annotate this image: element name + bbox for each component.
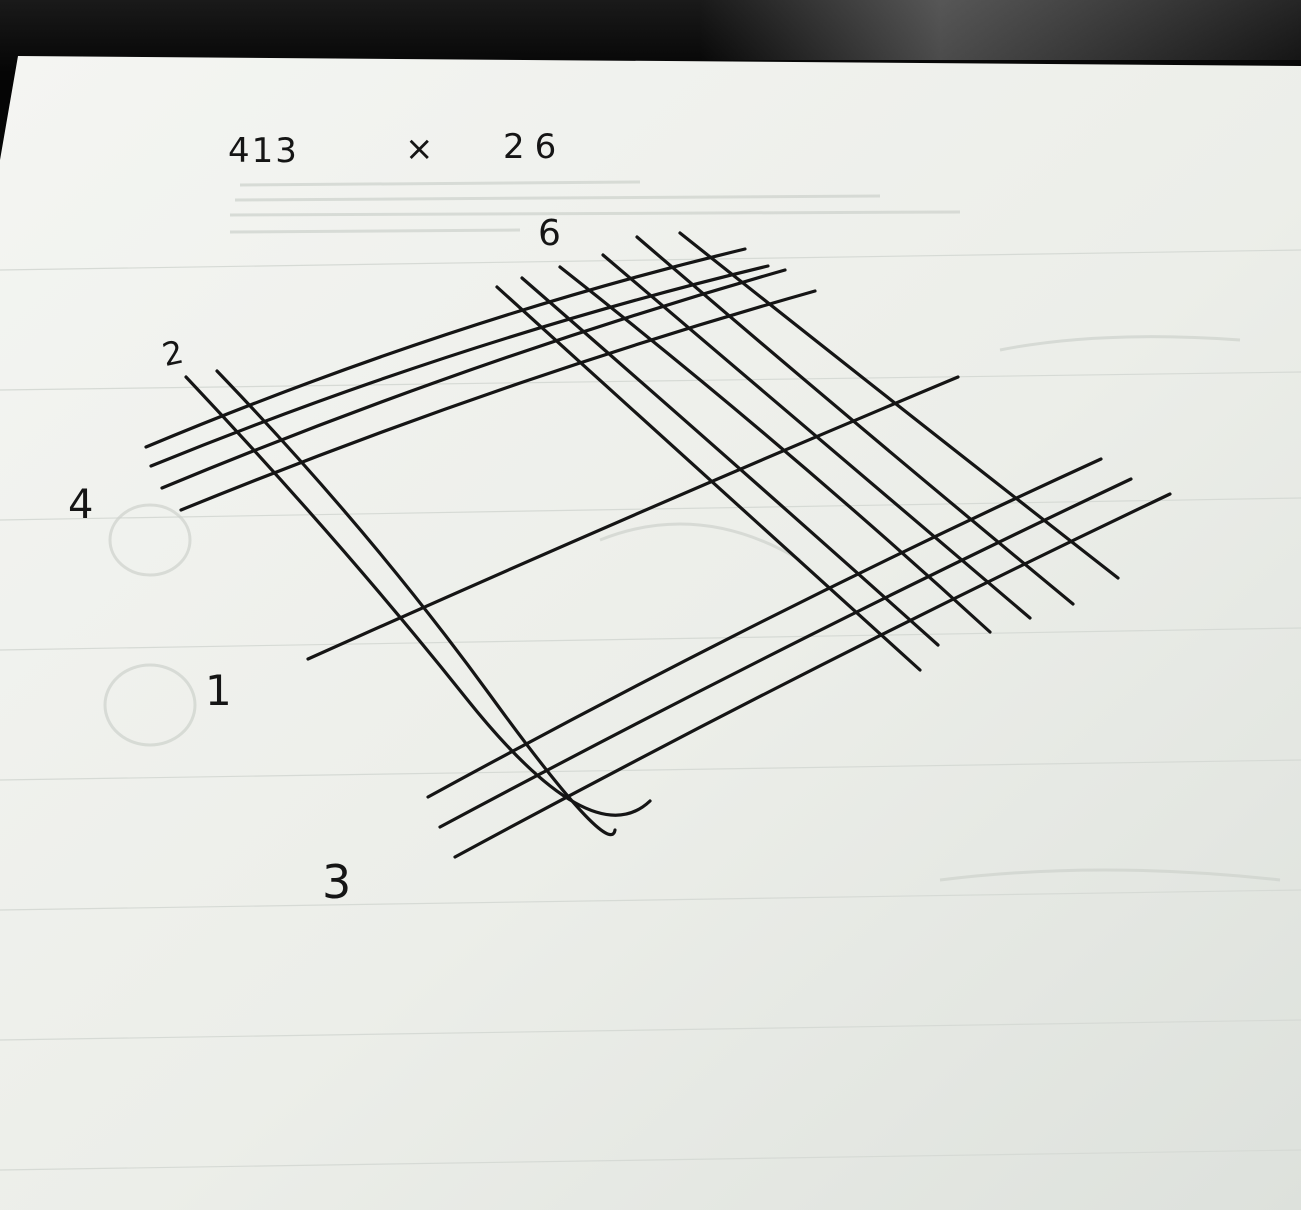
label-six: 6: [538, 213, 561, 254]
stroke-group3-line2: [438, 477, 1133, 829]
show-through-marks: [103, 180, 1281, 882]
stroke-group6-line3: [558, 265, 992, 634]
desk-highlight: [700, 0, 1301, 60]
multiplicand-text: 413: [228, 131, 299, 171]
line-lattice: [144, 231, 1172, 859]
lattice-labels: 4 2 1 3 6: [68, 213, 561, 909]
stroke-group6-line2: [520, 276, 940, 647]
label-one: 1: [205, 666, 232, 715]
stroke-group2-line1: [184, 375, 652, 817]
paper-sheet: [0, 56, 1301, 1210]
stroke-group6-line1: [495, 285, 922, 672]
stroke-group4-line4: [179, 289, 817, 512]
operator-text: ×: [405, 129, 434, 169]
label-three: 3: [322, 855, 351, 909]
stroke-group6-line4: [601, 253, 1032, 620]
stroke-group6-line5: [635, 235, 1075, 606]
stroke-group2-line2: [215, 369, 617, 837]
stroke-group3-line3: [453, 492, 1172, 859]
stroke-group4-line1: [144, 247, 747, 449]
stroke-group1-line1: [306, 375, 960, 661]
stroke-group4-line3: [160, 268, 787, 490]
label-four: 4: [68, 482, 93, 528]
stroke-group6-line6: [678, 231, 1120, 580]
multiplier-text: 26: [503, 127, 566, 167]
problem-heading: 413 × 26: [228, 127, 566, 171]
